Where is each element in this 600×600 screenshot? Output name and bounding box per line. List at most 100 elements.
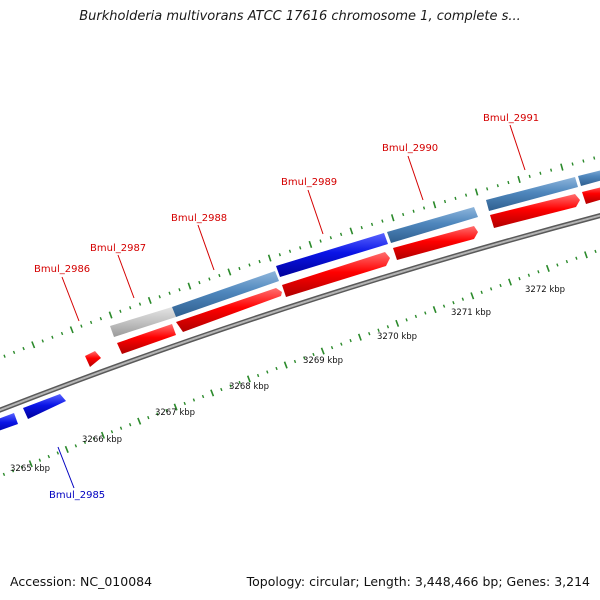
scale-tick-minor [464, 193, 468, 197]
scale-tick-minor [312, 352, 315, 357]
cds-arrow[interactable] [393, 226, 478, 260]
scale-tick-minor [258, 259, 261, 264]
scale-tick-major [147, 296, 152, 304]
scale-tick-major [545, 264, 550, 272]
scale-tick-minor [192, 398, 196, 402]
scale-tick-minor [288, 249, 292, 253]
scale-label: 3269 kbp [303, 356, 343, 366]
scale-tick-minor [575, 256, 578, 260]
scale-tick-minor [582, 159, 585, 163]
scale-tick-minor [138, 302, 142, 306]
scale-tick-minor [405, 318, 408, 322]
cds-arrow[interactable] [117, 324, 176, 354]
scale-tick-minor [201, 394, 205, 399]
gene-label-bmul-2989[interactable]: Bmul_2989 [281, 177, 337, 188]
scale-tick-minor [330, 345, 334, 350]
scale-tick-minor [99, 317, 103, 321]
scale-tick-minor [556, 263, 559, 267]
gene-bar-steel-2991[interactable] [486, 177, 578, 211]
scale-tick-minor [119, 426, 123, 430]
scale-tick-minor [527, 273, 531, 277]
scale-tick-major [517, 175, 521, 184]
scale-tick-minor [414, 314, 418, 319]
scale-tick-major [108, 311, 113, 319]
gene-label-bmul-2986[interactable]: Bmul_2986 [34, 264, 90, 275]
scale-tick-minor [402, 212, 405, 217]
scale-tick-minor [349, 338, 352, 343]
scale-tick-minor [168, 291, 171, 295]
scale-tick-minor [156, 412, 159, 416]
scale-tick-minor [360, 225, 363, 230]
scale-tick-minor [3, 354, 6, 358]
scale-tick-major [64, 445, 69, 453]
scale-tick-minor [2, 472, 6, 477]
gene-label-bmul-2987[interactable]: Bmul_2987 [90, 243, 146, 254]
gene-bar-blue-2985[interactable] [23, 394, 66, 419]
scale-tick-minor [329, 236, 332, 240]
gene-label-bmul-2990[interactable]: Bmul_2990 [382, 143, 438, 154]
scale-tick-minor [377, 328, 380, 332]
scale-tick-minor [571, 162, 574, 166]
scale-tick-minor [454, 196, 457, 200]
scale-tick-minor [443, 199, 447, 204]
scale-tick-minor [158, 295, 161, 299]
cds-arrow[interactable] [490, 194, 580, 228]
gene-label-bmul-2988[interactable]: Bmul_2988 [171, 213, 227, 224]
scale-tick-major [584, 251, 588, 259]
lower-gene-features [0, 394, 66, 434]
scale-tick-minor [41, 339, 44, 343]
scale-tick-minor [452, 300, 455, 305]
scale-tick-minor [539, 171, 542, 175]
scale-tick-minor [22, 346, 25, 351]
scale-tick-minor [128, 423, 132, 427]
scale-tick-minor [256, 373, 260, 378]
gene-bar-steel-2988[interactable] [172, 271, 279, 317]
scale-tick-minor [238, 266, 241, 271]
scale-tick-major [137, 417, 142, 425]
scale-tick-minor [422, 206, 426, 210]
scale-tick-minor [303, 356, 306, 360]
gene-features [110, 168, 600, 337]
scale-tick-minor [486, 187, 489, 191]
scale-tick-minor [537, 270, 540, 274]
scale-tick-major [187, 282, 192, 290]
scale-label: 3272 kbp [525, 285, 565, 295]
scale-label: 3267 kbp [155, 408, 195, 418]
scale-label: 3271 kbp [451, 308, 491, 318]
scale-tick-minor [461, 297, 465, 301]
scale-tick-minor [51, 335, 54, 339]
scale-tick-minor [412, 209, 415, 213]
inner-scale-ticks [2, 249, 597, 477]
scale-tick-major [308, 240, 313, 249]
gene-bar-blue-left[interactable] [0, 413, 18, 434]
scale-tick-minor [370, 222, 374, 227]
gene-labels: Bmul_2985 Bmul_2986 Bmul_2987 Bmul_2988 … [34, 113, 539, 501]
scale-tick-major [395, 319, 400, 327]
gene-bar-steel-2990[interactable] [387, 207, 478, 243]
scale-tick-minor [480, 290, 483, 295]
scale-tick-minor [489, 287, 493, 291]
scale-label: 3265 kbp [10, 464, 50, 474]
scale-tick-major [100, 431, 105, 439]
scale-tick-minor [119, 309, 122, 313]
summary-text: Topology: circular; Length: 3,448,466 bp… [246, 574, 590, 589]
gene-bar-steel-right[interactable] [578, 168, 600, 186]
cds-arrow[interactable] [582, 185, 600, 204]
scale-tick-minor [565, 259, 569, 264]
scale-labels: 3265 kbp 3266 kbp 3267 kbp 3268 kbp 3269… [10, 285, 565, 474]
gene-bar-gray[interactable] [110, 307, 176, 337]
cds-arrow[interactable] [282, 252, 390, 297]
scale-tick-minor [340, 342, 343, 346]
scale-label: 3268 kbp [229, 382, 269, 392]
gene-label-bmul-2985[interactable]: Bmul_2985 [49, 490, 105, 501]
scale-tick-minor [208, 277, 211, 281]
gene-label-bmul-2991[interactable]: Bmul_2991 [483, 113, 539, 124]
scale-tick-major [173, 403, 178, 411]
cds-arrow[interactable] [85, 351, 101, 367]
scale-tick-major [246, 375, 251, 383]
scale-tick-minor [518, 276, 521, 281]
scale-tick-minor [339, 232, 343, 237]
gene-bar-blue-2989[interactable] [276, 233, 388, 277]
cds-arrow[interactable] [176, 288, 282, 332]
